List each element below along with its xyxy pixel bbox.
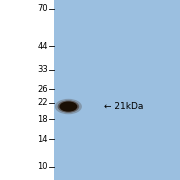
Text: 22: 22 <box>37 98 48 107</box>
Ellipse shape <box>55 99 82 114</box>
Text: ← 21kDa: ← 21kDa <box>104 102 144 111</box>
Text: 10: 10 <box>37 162 48 171</box>
Ellipse shape <box>58 100 79 113</box>
Ellipse shape <box>59 101 77 112</box>
Text: 18: 18 <box>37 115 48 124</box>
Text: 33: 33 <box>37 65 48 74</box>
Text: 44: 44 <box>37 42 48 51</box>
Text: 14: 14 <box>37 135 48 144</box>
Bar <box>54 0 180 180</box>
Text: 26: 26 <box>37 85 48 94</box>
Text: 70: 70 <box>37 4 48 13</box>
